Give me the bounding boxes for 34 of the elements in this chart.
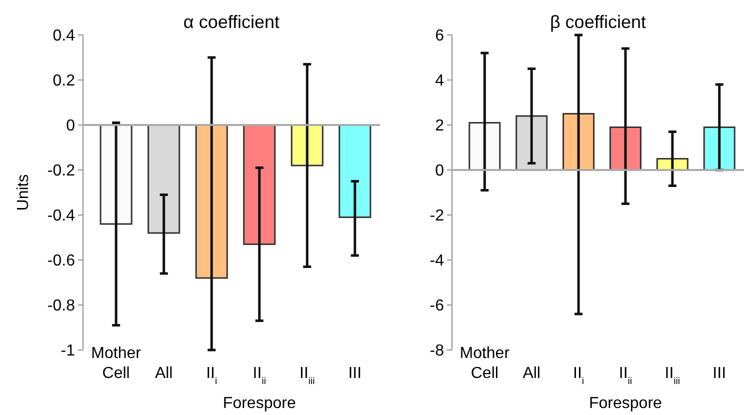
bar [516, 115, 548, 171]
y-tick-label: 2 [435, 118, 444, 135]
x-tick-label: All [522, 365, 540, 382]
x-axis-title: Forespore [222, 395, 296, 412]
x-tick-label: II$_{ii}$ [252, 365, 266, 386]
y-tick-label: 0.2 [52, 72, 76, 90]
x-tick-label: Mother Cell [460, 345, 510, 382]
x-axis-title: Forespore [589, 395, 662, 412]
x-tick-label: II$_{i}$ [206, 365, 218, 386]
chart-title: β coefficient [550, 12, 646, 32]
x-tick-label: III [348, 365, 362, 382]
x-tick-label: Mother Cell [91, 345, 142, 382]
y-tick-label: -8 [430, 342, 444, 360]
y-tick-label: -6 [430, 298, 444, 315]
y-tick-label: -1 [60, 342, 76, 360]
y-tick-label: -4 [430, 252, 444, 270]
y-tick-label: -0.8 [47, 298, 76, 315]
y-axis-title: Units [15, 174, 32, 211]
x-tick-label: II$_{i}$ [573, 365, 584, 386]
y-tick-label: -0.6 [47, 252, 76, 270]
y-tick-label: 0 [66, 118, 76, 135]
x-tick-label: All [154, 365, 173, 382]
y-tick-label: 4 [435, 72, 444, 90]
y-tick-label: 0.4 [52, 28, 76, 45]
chart-title: α coefficient [183, 12, 280, 32]
y-tick-label: -0.2 [47, 162, 76, 180]
x-tick-label: II$_{ii}$ [618, 365, 632, 386]
y-tick-label: -2 [430, 208, 444, 225]
y-tick-label: -0.4 [47, 208, 76, 225]
x-tick-label: II$_{iii}$ [664, 365, 680, 386]
y-tick-label: 0 [435, 162, 444, 180]
y-tick-label: 6 [435, 28, 444, 45]
x-tick-label: II$_{iii}$ [300, 365, 315, 386]
x-tick-label: III [712, 365, 726, 382]
